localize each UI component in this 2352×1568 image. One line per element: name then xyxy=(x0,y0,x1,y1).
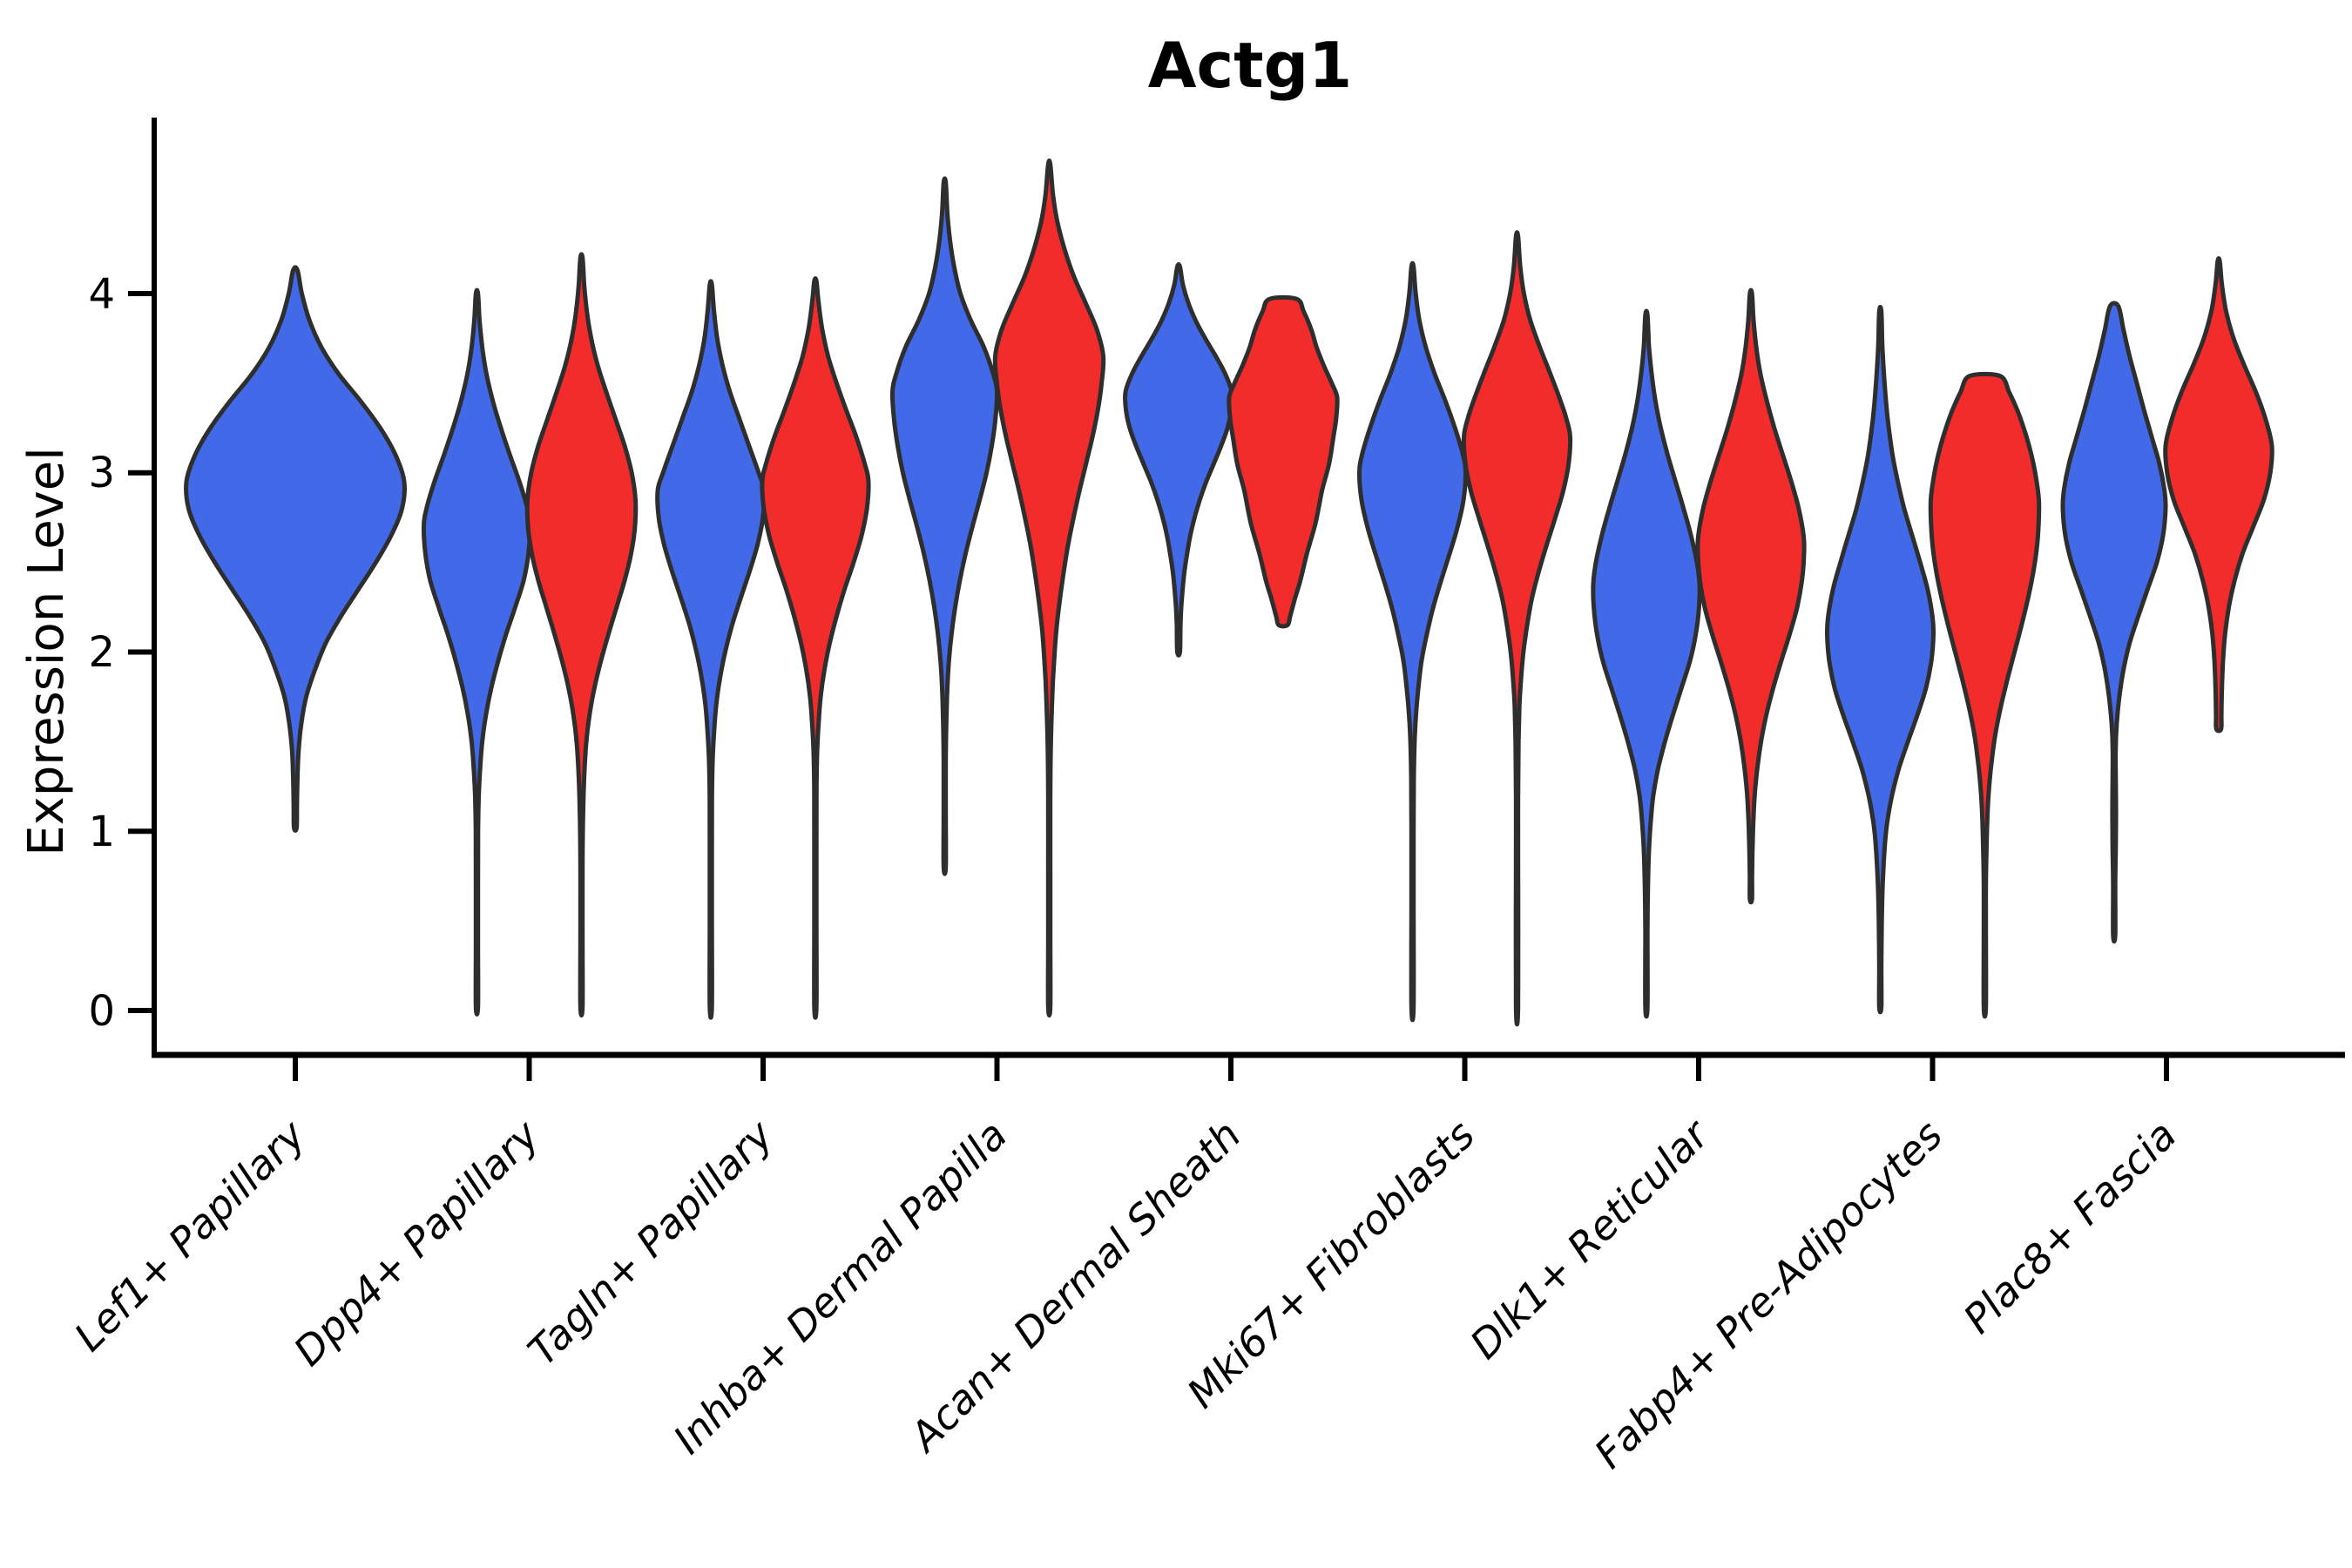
violin-plac8-fascia-red xyxy=(2163,256,2274,733)
y-tick-label-4: 4 xyxy=(88,270,115,319)
violin-fabp4-pre-adipocytes-blue xyxy=(1824,304,1936,1015)
violin-acan-dermal-sheath-blue xyxy=(1122,262,1235,658)
violin-lef1-papillary-blue xyxy=(184,265,408,833)
x-tick-label-6: Dlk1+ Reticular xyxy=(1461,1109,1720,1368)
violin-inhba-dermal-papilla-blue xyxy=(889,176,1000,876)
y-tick-labels: 0 1 2 3 4 xyxy=(88,270,115,1036)
violin-acan-dermal-sheath-red xyxy=(1227,294,1340,629)
y-tick-marks xyxy=(128,291,154,1013)
violin-dlk1-reticular-red xyxy=(1695,287,1807,905)
violin-dpp4-papillary-red xyxy=(524,252,639,1018)
y-tick-label-2: 2 xyxy=(88,628,115,677)
y-tick-label-1: 1 xyxy=(88,808,115,856)
violin-tagln-papillary-blue xyxy=(655,279,767,1020)
x-tick-label-2: Tagln+ Papillary xyxy=(518,1111,782,1375)
chart-title: Actg1 xyxy=(1148,29,1352,102)
y-tick-label-0: 0 xyxy=(88,987,115,1036)
violin-inhba-dermal-papilla-red xyxy=(992,158,1106,1018)
x-tick-label-0: Lef1+ Papillary xyxy=(65,1111,314,1360)
x-tick-label-1: Dpp4+ Papillary xyxy=(285,1111,549,1375)
violin-dpp4-papillary-blue xyxy=(421,287,533,1017)
violin-mki67-fibroblasts-red xyxy=(1461,230,1573,1027)
violin-dlk1-reticular-blue xyxy=(1591,308,1702,1019)
violins-group xyxy=(184,158,2274,1027)
x-tick-label-8: Plac8+ Fascia xyxy=(1954,1112,2185,1342)
y-axis-label: Expression Level xyxy=(18,447,75,856)
violin-mki67-fibroblasts-blue xyxy=(1356,260,1469,1023)
violin-fabp4-pre-adipocytes-red xyxy=(1928,371,2042,1019)
violin-tagln-papillary-red xyxy=(760,276,871,1020)
y-tick-label-3: 3 xyxy=(88,449,115,497)
violin-plac8-fascia-blue xyxy=(2060,301,2168,944)
x-tick-marks xyxy=(293,1055,2169,1081)
